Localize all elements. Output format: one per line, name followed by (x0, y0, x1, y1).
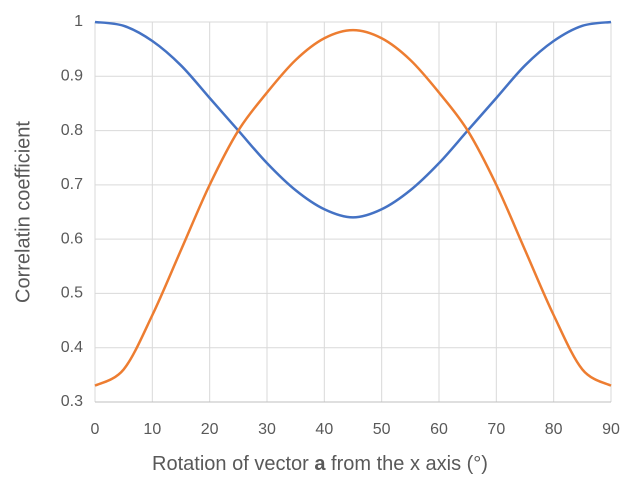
x-tick-label: 70 (487, 421, 505, 438)
y-tick-label: 0.3 (61, 393, 83, 410)
x-axis-label-part: from the x axis (°) (325, 453, 487, 475)
x-tick-label: 0 (91, 421, 100, 438)
y-tick-label: 0.5 (61, 285, 83, 302)
x-tick-label: 30 (258, 421, 276, 438)
y-tick-label: 1 (74, 13, 83, 30)
y-axis-label: Correlatin coefficient (12, 121, 34, 303)
x-tick-label: 60 (430, 421, 448, 438)
y-tick-label: 0.7 (61, 176, 83, 193)
x-tick-label: 10 (143, 421, 161, 438)
x-tick-label: 50 (373, 421, 391, 438)
x-axis-label-part: Rotation of vector (152, 453, 314, 475)
y-tick-label: 0.9 (61, 68, 83, 85)
x-axis-label-part: a (314, 453, 326, 475)
x-tick-label: 90 (602, 421, 620, 438)
x-axis-label: Rotation of vector a from the x axis (°) (152, 453, 488, 475)
x-tick-label: 40 (315, 421, 333, 438)
x-tick-label: 20 (201, 421, 219, 438)
x-tick-label: 80 (545, 421, 563, 438)
y-tick-label: 0.8 (61, 122, 83, 139)
series-line (94, 28, 612, 387)
series-line (94, 20, 612, 219)
y-tick-label: 0.6 (61, 230, 83, 247)
y-tick-label: 0.4 (61, 339, 83, 356)
